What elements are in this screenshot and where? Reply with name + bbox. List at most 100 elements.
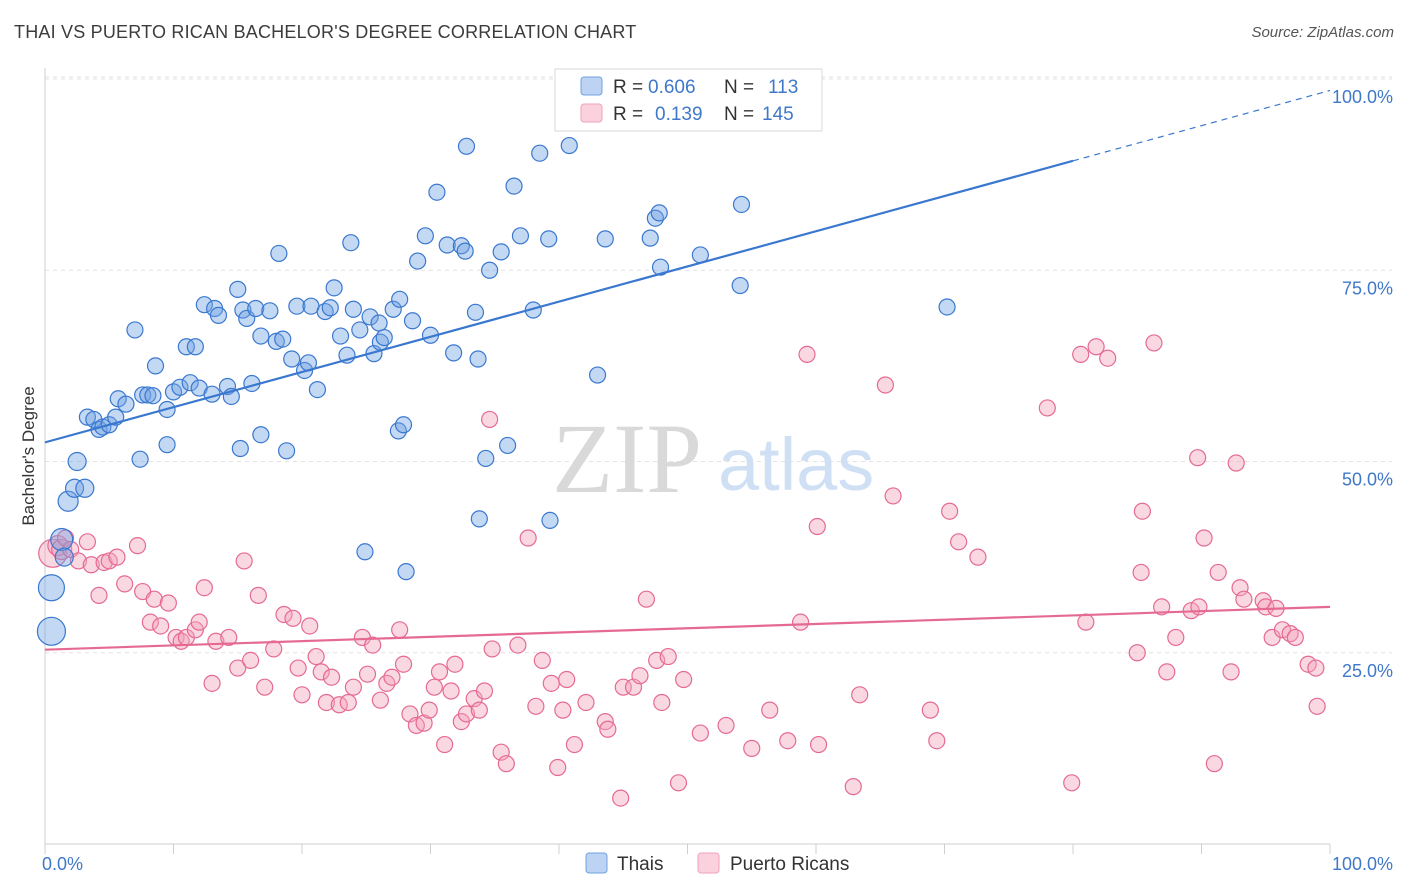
puerto-ricans-point-47 — [358, 665, 377, 683]
puerto-ricans-point-24 — [195, 579, 213, 597]
thais-point-91 — [505, 177, 523, 195]
puerto-ricans-point-32 — [256, 678, 274, 696]
thais-point-5 — [64, 478, 85, 498]
puerto-ricans-point-10 — [100, 552, 118, 570]
puerto-ricans-point-37 — [293, 686, 311, 704]
legend-top: R = 0.606 N = 113 R = 0.139 N = 145 — [554, 68, 823, 132]
puerto-ricans-point-144 — [1307, 659, 1325, 677]
puerto-ricans-point-110 — [950, 533, 968, 551]
thais-point-22 — [158, 436, 176, 454]
x-tick-label-right: 100.0% — [1332, 854, 1393, 874]
puerto-ricans-point-16 — [145, 590, 163, 608]
thais-point-66 — [370, 314, 388, 332]
puerto-ricans-point-109 — [941, 502, 959, 520]
puerto-ricans-point-40 — [312, 663, 330, 681]
puerto-ricans-point-42 — [322, 668, 341, 686]
thais-point-20 — [144, 387, 162, 405]
thais-point-92 — [511, 227, 530, 245]
puerto-ricans-point-94 — [691, 724, 709, 742]
puerto-ricans-point-143 — [1308, 697, 1326, 715]
puerto-ricans-point-93 — [675, 670, 693, 689]
puerto-ricans-point-71 — [497, 755, 515, 773]
puerto-ricans-point-62 — [446, 655, 464, 673]
thais-point-78 — [428, 183, 446, 201]
thais-point-4 — [57, 490, 79, 512]
thais-point-68 — [375, 328, 393, 347]
thais-point-69 — [384, 300, 402, 318]
puerto-ricans-point-142 — [1299, 655, 1317, 673]
legend-r-value-pr: 0.139 — [655, 104, 703, 125]
puerto-ricans-point-113 — [1063, 774, 1081, 792]
thais-point-19 — [139, 386, 157, 404]
puerto-ricans-point-102 — [808, 517, 826, 536]
thais-point-1 — [37, 574, 66, 602]
y-tick-label-1: 50.0% — [1342, 470, 1393, 490]
puerto-ricans-point-39 — [307, 647, 325, 666]
puerto-ricans-point-11 — [108, 548, 126, 566]
thais-point-79 — [438, 236, 456, 254]
puerto-ricans-point-61 — [442, 682, 460, 700]
watermark-atlas: atlas — [718, 423, 874, 506]
puerto-ricans-point-134 — [1235, 590, 1253, 608]
thais-point-36 — [229, 280, 247, 298]
thais-point-97 — [560, 136, 578, 155]
axes — [44, 68, 1331, 854]
puerto-ricans-point-139 — [1273, 621, 1292, 639]
puerto-ricans-point-6 — [78, 533, 97, 551]
thais-point-27 — [181, 374, 199, 392]
puerto-ricans-point-64 — [457, 705, 476, 723]
puerto-ricans-point-31 — [249, 586, 267, 604]
thais-point-61 — [344, 300, 362, 318]
puerto-ricans-point-12 — [116, 575, 134, 593]
puerto-ricans-point-101 — [798, 345, 816, 363]
thais-point-82 — [456, 242, 474, 260]
bottom-legend-swatch-thais — [585, 852, 608, 874]
thais-point-84 — [466, 303, 485, 321]
puerto-ricans-point-116 — [1087, 338, 1105, 356]
puerto-ricans-point-118 — [1145, 334, 1163, 352]
legend-swatch-thais — [580, 76, 603, 96]
thais-point-6 — [67, 451, 87, 472]
source-label: Source: ZipAtlas.com — [1251, 24, 1394, 41]
puerto-ricans-point-60 — [436, 735, 454, 754]
puerto-ricans-point-72 — [509, 636, 527, 654]
puerto-ricans-point-111 — [969, 548, 987, 566]
puerto-ricans-point-128 — [1195, 529, 1213, 547]
puerto-ricans-point-79 — [558, 670, 576, 689]
thais-point-105 — [732, 195, 751, 214]
puerto-ricans-point-123 — [1158, 663, 1176, 681]
puerto-ricans-point-106 — [884, 487, 902, 505]
puerto-ricans-point-141 — [1286, 628, 1304, 647]
puerto-ricans-point-69 — [483, 640, 501, 658]
puerto-ricans-point-114 — [1072, 345, 1090, 363]
puerto-ricans-point-112 — [1038, 399, 1056, 417]
puerto-ricans-point-7 — [82, 556, 100, 574]
thais-point-38 — [234, 301, 252, 319]
puerto-ricans-point-107 — [921, 701, 939, 719]
thais-point-2 — [50, 527, 74, 552]
y-tick-label-3: 100.0% — [1332, 87, 1393, 107]
puerto-ricans-point-41 — [317, 693, 336, 712]
thais-point-17 — [131, 450, 149, 468]
puerto-ricans-point-84 — [612, 789, 630, 807]
legend-swatch-pr — [580, 103, 603, 123]
puerto-ricans-point-67 — [475, 682, 494, 700]
puerto-ricans-point-105 — [876, 376, 894, 394]
puerto-ricans-point-23 — [190, 613, 208, 631]
thais-point-86 — [470, 510, 488, 528]
thais-point-76 — [416, 227, 434, 245]
thais-point-89 — [492, 243, 510, 261]
puerto-ricans-point-132 — [1227, 454, 1245, 472]
legend-n-label-thais: N = — [724, 77, 754, 98]
puerto-ricans-point-115 — [1077, 613, 1095, 631]
puerto-ricans-point-2 — [51, 538, 73, 561]
thais-point-21 — [146, 357, 165, 375]
watermark-zip: ZIP — [552, 403, 702, 514]
thais-point-56 — [321, 299, 339, 317]
thais-point-80 — [445, 344, 463, 362]
puerto-ricans-point-30 — [242, 651, 260, 670]
legend-n-value-thais: 113 — [768, 77, 798, 98]
y-tick-label-0: 25.0% — [1342, 661, 1393, 681]
puerto-ricans-point-126 — [1189, 449, 1207, 467]
